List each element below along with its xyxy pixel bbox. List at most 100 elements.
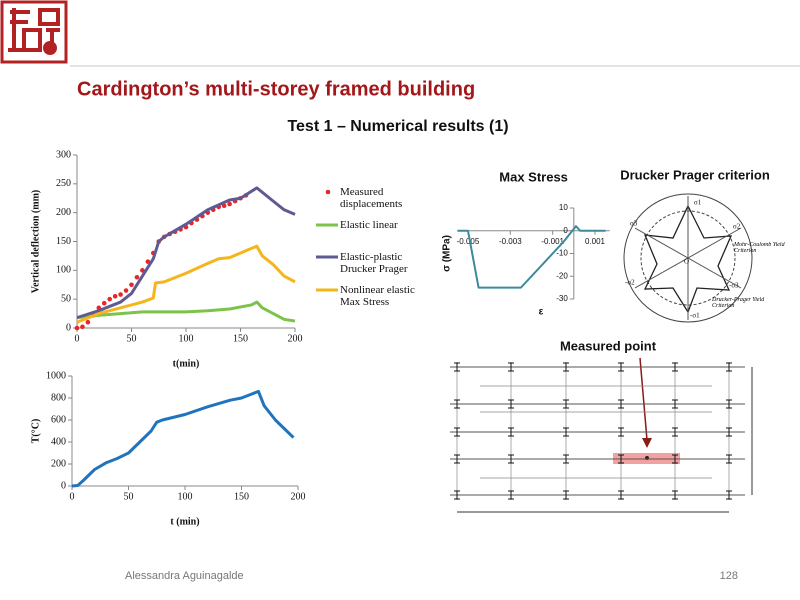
diagram-label: σ1	[694, 199, 702, 207]
diagram-label: σ3	[630, 220, 638, 228]
column-mark	[508, 362, 514, 372]
y-tick-label: 0	[66, 322, 71, 333]
data-point	[85, 319, 91, 325]
column-mark	[618, 399, 624, 409]
y-tick-label: 600	[51, 414, 66, 425]
diagram-label: -σ1	[690, 312, 700, 320]
column-mark	[672, 427, 678, 437]
column-mark	[672, 399, 678, 409]
footer-author: Alessandra Aguinagalde	[125, 570, 244, 582]
measured-point-diagram: Measured point	[450, 338, 753, 513]
column-mark	[726, 399, 732, 409]
x-axis-label: t(min)	[173, 358, 200, 369]
legend-entry: Elastic linear	[340, 219, 398, 231]
slide-title: Cardington’s multi-storey framed buildin…	[77, 78, 475, 100]
column-mark	[508, 454, 514, 464]
y-tick-label: 800	[51, 392, 66, 403]
column-mark	[508, 427, 514, 437]
diagram-label: O	[684, 258, 689, 266]
column-mark	[563, 454, 569, 464]
y-tick-label: 400	[51, 436, 66, 447]
diagram-label: -σ3	[729, 282, 739, 290]
column-mark	[563, 362, 569, 372]
data-point	[129, 282, 134, 288]
x-tick-label: 150	[234, 491, 249, 502]
legend-entry: Measured displacements	[340, 186, 403, 210]
column-mark	[726, 454, 732, 464]
chart: 0 50 100 150 200 0 200 400 600 800 1000 t (min) T(°C…	[30, 370, 305, 527]
data-line	[457, 225, 606, 289]
diagram-title: Measured point	[560, 338, 657, 353]
column-mark	[508, 399, 514, 409]
drucker-prager-diagram: Drucker Prager criterion σ1 σ2 σ3 -σ1 -σ…	[620, 167, 785, 323]
y-tick-label: 0	[563, 226, 568, 235]
column-mark	[726, 362, 732, 372]
data-point	[134, 274, 140, 280]
data-point	[221, 203, 227, 209]
chart: 0 50 100 150 200 0 50 100 150 200 250 300 t(min) Vert…	[30, 149, 302, 369]
diagram-label: -σ2	[625, 279, 635, 287]
column-mark	[672, 490, 678, 500]
column-mark	[618, 362, 624, 372]
column-mark	[618, 427, 624, 437]
column-mark	[454, 362, 460, 372]
y-tick-label: -10	[556, 249, 568, 258]
data-point	[112, 293, 118, 299]
y-tick-label: 150	[56, 236, 71, 247]
y-tick-label: 0	[61, 480, 66, 491]
column-mark	[672, 362, 678, 372]
y-tick-label: 1000	[46, 370, 66, 381]
column-mark	[454, 427, 460, 437]
column-mark	[508, 490, 514, 500]
chart-title: Max Stress	[499, 169, 568, 184]
column-mark	[563, 399, 569, 409]
data-line	[76, 244, 296, 324]
x-tick-label: 50	[127, 333, 137, 344]
data-point	[118, 292, 123, 297]
y-tick-label: -20	[556, 271, 568, 280]
y-tick-label: 200	[56, 207, 71, 218]
y-axis-label: Vertical deflection (mm)	[30, 190, 41, 293]
column-mark	[726, 490, 732, 500]
column-mark	[618, 454, 624, 464]
y-tick-label: -30	[556, 294, 568, 303]
diagram-note: Mohr-Coulomb Yield Criterion	[734, 242, 785, 254]
data-line	[76, 300, 296, 323]
x-tick-label: 100	[178, 491, 193, 502]
x-tick-label: -0.003	[499, 237, 522, 246]
data-line	[76, 186, 296, 320]
slide-subtitle: Test 1 – Numerical results (1)	[287, 118, 508, 135]
data-point	[80, 324, 85, 330]
column-mark	[454, 454, 460, 464]
column-mark	[726, 427, 732, 437]
diagram-title: Drucker Prager criterion	[620, 167, 770, 182]
x-tick-label: 0	[75, 333, 80, 344]
x-tick-label: 200	[288, 333, 303, 344]
x-tick-label: 0.001	[585, 237, 606, 246]
y-tick-label: 100	[56, 265, 71, 276]
y-axis-label: T(°C)	[30, 419, 41, 444]
column-mark	[454, 490, 460, 500]
data-point	[123, 288, 129, 293]
data-point	[101, 300, 107, 306]
chart: -0.005 -0.003 -0.001 0.001 -30 -20 -10 0 10 Max S…	[442, 169, 610, 318]
y-tick-label: 250	[56, 178, 71, 189]
logo	[0, 0, 68, 64]
y-axis-label: σ (MPa)	[442, 235, 453, 272]
column-mark	[563, 427, 569, 437]
y-tick-label: 300	[56, 149, 71, 160]
column-mark	[454, 399, 460, 409]
column-mark	[563, 490, 569, 500]
y-tick-label: 50	[61, 293, 71, 304]
x-axis-label: t (min)	[170, 516, 199, 527]
diagram-label: σ2	[733, 223, 741, 231]
column-mark	[618, 490, 624, 500]
x-tick-label: 100	[179, 333, 194, 344]
x-tick-label: 150	[233, 333, 248, 344]
x-tick-label: 50	[124, 491, 134, 502]
data-point	[227, 201, 232, 207]
page-number: 128	[720, 570, 738, 582]
legend-entry: Elastic-plastic Drucker Prager	[340, 251, 408, 275]
x-tick-label: -0.005	[457, 237, 480, 246]
